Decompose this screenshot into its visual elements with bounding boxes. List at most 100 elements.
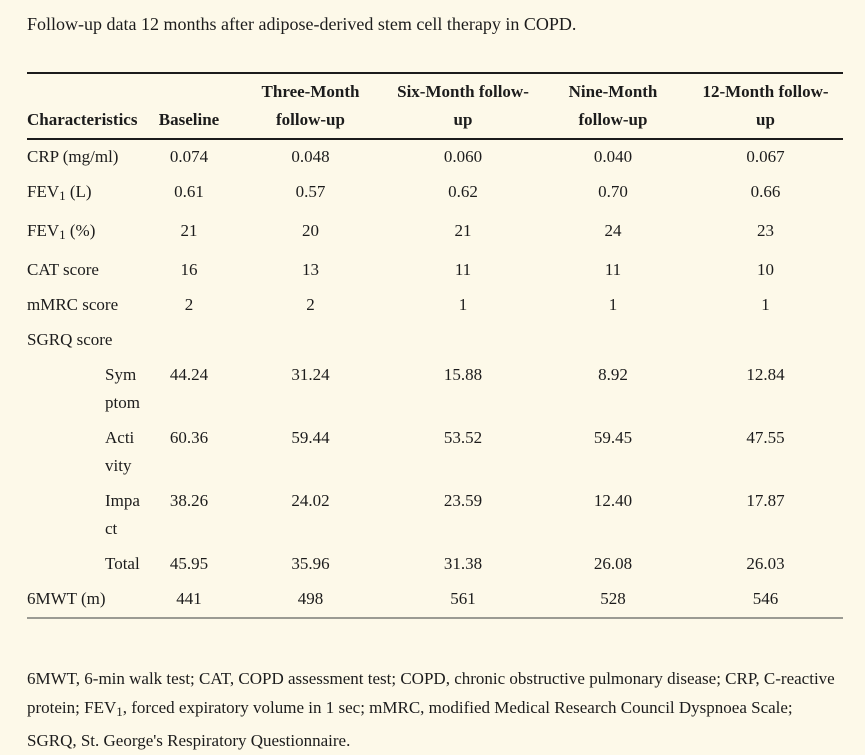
column-header-nine-month: Nine-Month follow-up [538,73,688,139]
table-cell: 1 [608,295,618,315]
row-label: Total [105,554,140,574]
table-cell: 24 [604,221,622,241]
table-cell: 2 [306,295,315,315]
data-table: Characteristics Baseline Three-Month fol… [27,72,843,620]
table-cell: 45.95 [169,554,209,574]
row-label: Impa ct [105,491,140,539]
table-cell: 38.26 [169,491,209,511]
table-cell: 44.24 [169,365,209,385]
subscript: 1 [59,227,66,243]
table-header: Characteristics Baseline Three-Month fol… [27,73,843,140]
table-cell: 0.067 [746,147,785,167]
column-header-twelve-month: 12-Month follow- up [688,73,843,139]
table-row-6mwt: 6MWT (m) 441 498 561 528 546 [27,582,843,618]
subscript: 1 [116,704,123,720]
table-row-sgrq-total: Total 45.95 35.96 31.38 26.08 26.03 [27,547,843,582]
table-cell: 441 [176,589,202,609]
table-cell: 0.040 [593,147,633,167]
footnote: 6MWT, 6-min walk test; CAT, COPD assessm… [27,664,843,755]
table-row-sgrq-activity: Acti vity 60.36 59.44 53.52 59.45 47.55 [27,421,843,484]
header-line: follow-up [276,110,345,130]
table-cell: 26.08 [593,554,633,574]
table-cell: 24.02 [291,491,330,511]
header-line: follow-up [578,110,648,130]
page-title: Follow-up data 12 months after adipose-d… [27,14,577,34]
table-row-sgrq-impact: Impa ct 38.26 24.02 23.59 12.40 17.87 [27,484,843,547]
table-cell: 59.44 [291,428,330,448]
table-cell: 53.52 [443,428,483,448]
table-cell [233,323,388,358]
table-cell: 1 [458,295,468,315]
table-cell: 23.59 [443,491,483,511]
column-header-three-month: Three-Month follow-up [233,73,388,139]
table-cell: 2 [184,295,194,315]
table-row-sgrq-section: SGRQ score [27,323,843,358]
table-row-cat: CAT score 16 13 11 11 10 [27,253,843,288]
table-cell: 11 [454,260,472,280]
table-cell: 35.96 [291,554,330,574]
table-cell: 0.048 [291,147,330,167]
table-cell: 21 [454,221,472,241]
header-line: up [756,110,775,130]
header-row: Characteristics Baseline Three-Month fol… [27,73,843,140]
table-cell: 60.36 [169,428,209,448]
table-cell: 59.45 [593,428,633,448]
table-cell: 31.38 [443,554,483,574]
table-cell: 0.060 [443,147,483,167]
footnote-text: 6MWT, 6-min walk test; CAT, COPD assessm… [27,669,835,718]
header-line: Nine-Month [568,82,658,102]
footnote-text: , forced expiratory volume in 1 sec; mMR… [27,698,793,751]
column-header-six-month: Six-Month follow- up [388,73,538,139]
column-header-characteristics: Characteristics [27,110,138,130]
table-cell: 47.55 [746,428,785,448]
header-line: up [453,110,473,130]
row-label: Acti vity [105,428,135,476]
table-cell: 31.24 [291,365,330,385]
table-cell: 13 [302,260,319,280]
table-cell: 16 [180,260,198,280]
table-cell: 23 [757,221,774,241]
row-label: mMRC score [27,295,119,315]
table-cell: 561 [450,589,476,609]
header-line: Three-Month [261,82,360,102]
row-label: Sym ptom [105,365,140,413]
table-row-mmrc: mMRC score 2 2 1 1 1 [27,288,843,323]
table-cell: 546 [752,589,779,609]
table-cell: 12.40 [593,491,633,511]
table-cell: 17.87 [746,491,785,511]
section-label: SGRQ score [27,330,113,350]
row-label: CRP (mg/ml) [27,147,119,167]
table-row-fev1-l: FEV1 (L) 0.61 0.57 0.62 0.70 0.66 [27,175,843,214]
table-cell: 12.84 [746,365,785,385]
table-cell: 0.66 [750,182,781,202]
row-label: 6MWT (m) [27,589,106,609]
table-cell: 21 [180,221,198,241]
table-cell [145,323,233,358]
table-row-crp: CRP (mg/ml) 0.074 0.048 0.060 0.040 0.06… [27,139,843,175]
subscript: 1 [59,188,66,204]
table-row-fev1-pct: FEV1 (%) 21 20 21 24 23 [27,214,843,253]
header-line: Six-Month follow- [397,82,529,102]
header-line: 12-Month follow- [702,82,829,102]
table-cell: 528 [600,589,626,609]
table-body: CRP (mg/ml) 0.074 0.048 0.060 0.040 0.06… [27,139,843,618]
table-cell: 26.03 [746,554,785,574]
table-cell: 15.88 [443,365,483,385]
table-cell [538,323,688,358]
table-cell: 0.074 [169,147,209,167]
table-row-sgrq-symptom: Sym ptom 44.24 31.24 15.88 8.92 12.84 [27,358,843,421]
table-cell: 0.57 [295,182,326,202]
table-cell: 20 [302,221,319,241]
table-cell: 0.62 [448,182,478,202]
row-label: FEV1 (L) [27,182,92,204]
table-cell: 0.61 [174,182,204,202]
table-cell [688,323,843,358]
row-label: CAT score [27,260,99,280]
table-cell: 10 [757,260,774,280]
column-header-baseline: Baseline [158,110,220,130]
row-label: FEV1 (%) [27,221,96,243]
table-cell [388,323,538,358]
table-cell: 11 [604,260,622,280]
table-cell: 1 [761,295,770,315]
